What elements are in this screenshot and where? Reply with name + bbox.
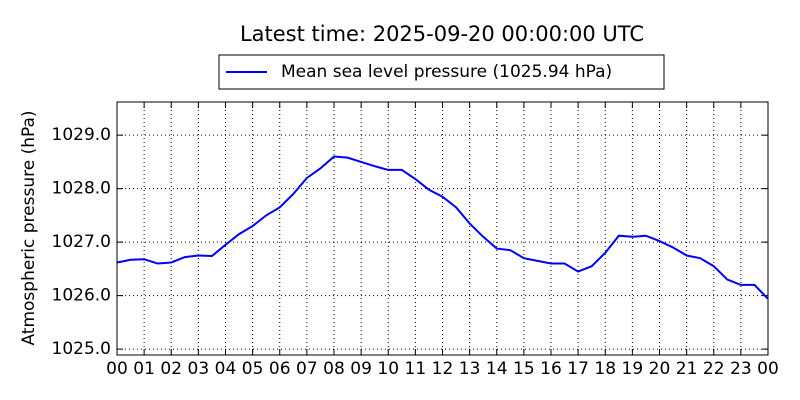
x-tick-label: 12 xyxy=(432,359,454,379)
x-tick-label: 10 xyxy=(377,359,399,379)
x-tick-label: 20 xyxy=(649,359,671,379)
x-tick-label: 11 xyxy=(405,359,427,379)
legend-box xyxy=(218,54,665,90)
x-tick-label: 04 xyxy=(215,359,237,379)
x-tick-label: 17 xyxy=(567,359,589,379)
x-tick-label: 13 xyxy=(459,359,481,379)
x-tick-label: 00 xyxy=(757,359,779,379)
y-tick-label: 1026.0 xyxy=(52,286,111,306)
x-tick-label: 18 xyxy=(594,359,616,379)
x-tick-label: 09 xyxy=(350,359,372,379)
x-tick-label: 14 xyxy=(486,359,508,379)
y-tick-label: 1027.0 xyxy=(52,232,111,252)
x-tick-label: 03 xyxy=(188,359,210,379)
x-tick-label: 08 xyxy=(323,359,345,379)
x-tick-label: 23 xyxy=(730,359,752,379)
legend-label: Mean sea level pressure (1025.94 hPa) xyxy=(281,62,612,82)
y-tick-label: 1025.0 xyxy=(52,339,111,359)
x-tick-label: 06 xyxy=(269,359,291,379)
x-tick-label: 15 xyxy=(513,359,535,379)
x-tick-label: 21 xyxy=(676,359,698,379)
y-tick-label: 1028.0 xyxy=(52,179,111,199)
x-tick-label: 07 xyxy=(296,359,318,379)
x-tick-label: 16 xyxy=(540,359,562,379)
x-tick-label: 01 xyxy=(133,359,155,379)
data-line xyxy=(116,155,769,300)
x-tick-label: 00 xyxy=(106,359,128,379)
x-tick-label: 05 xyxy=(242,359,264,379)
x-tick-label: 02 xyxy=(160,359,182,379)
y-tick-label: 1029.0 xyxy=(52,125,111,145)
x-tick-label: 22 xyxy=(703,359,725,379)
chart-title: Latest time: 2025-09-20 00:00:00 UTC xyxy=(240,22,644,46)
x-tick-label: 19 xyxy=(622,359,644,379)
plot-frame xyxy=(116,101,769,356)
y-axis-label: Atmospheric pressure (hPa) xyxy=(19,110,39,345)
